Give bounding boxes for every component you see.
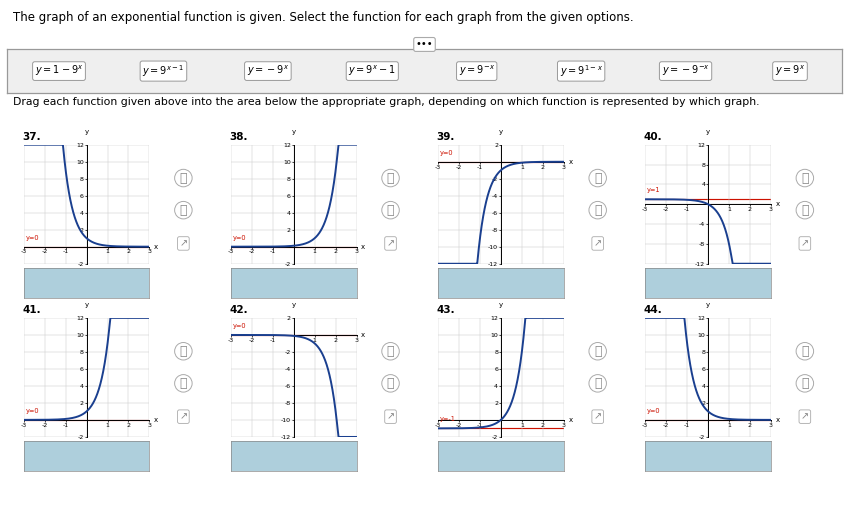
Text: ⌕: ⌕ bbox=[180, 172, 187, 185]
Text: ⌕: ⌕ bbox=[387, 172, 394, 185]
Text: 39.: 39. bbox=[436, 132, 455, 142]
Text: $y=-9^{-x}$: $y=-9^{-x}$ bbox=[661, 64, 710, 78]
Text: y: y bbox=[85, 302, 88, 309]
Text: x: x bbox=[154, 244, 158, 250]
Text: ⌕: ⌕ bbox=[594, 204, 601, 217]
Text: x: x bbox=[361, 332, 365, 338]
Text: ↗: ↗ bbox=[386, 412, 395, 422]
Text: 37.: 37. bbox=[22, 132, 41, 142]
Text: •••: ••• bbox=[416, 39, 433, 50]
Text: ⌕: ⌕ bbox=[594, 172, 601, 185]
Text: ⌕: ⌕ bbox=[801, 345, 808, 358]
Text: $y=1-9^x$: $y=1-9^x$ bbox=[35, 64, 83, 78]
Text: ↗: ↗ bbox=[593, 238, 602, 249]
Text: ⌕: ⌕ bbox=[387, 204, 394, 217]
Text: $y=9^x$: $y=9^x$ bbox=[775, 64, 805, 78]
Text: ↗: ↗ bbox=[593, 412, 602, 422]
Text: y=-1: y=-1 bbox=[440, 416, 456, 422]
Text: ⌕: ⌕ bbox=[387, 345, 394, 358]
Text: 43.: 43. bbox=[436, 305, 455, 315]
Text: x: x bbox=[775, 201, 779, 207]
Text: ↗: ↗ bbox=[179, 238, 188, 249]
Text: y: y bbox=[706, 302, 710, 309]
Text: $y=9^{1-x}$: $y=9^{1-x}$ bbox=[559, 63, 603, 79]
Text: y: y bbox=[292, 302, 295, 309]
Text: y=0: y=0 bbox=[25, 235, 39, 241]
Text: 42.: 42. bbox=[229, 305, 248, 315]
Text: ↗: ↗ bbox=[801, 412, 809, 422]
Text: ⌕: ⌕ bbox=[594, 377, 601, 390]
Text: ⌕: ⌕ bbox=[180, 204, 187, 217]
Text: $y=9^x-1$: $y=9^x-1$ bbox=[348, 64, 396, 78]
Text: x: x bbox=[568, 417, 572, 423]
Text: 44.: 44. bbox=[644, 305, 662, 315]
Text: 38.: 38. bbox=[229, 132, 248, 142]
Text: y=0: y=0 bbox=[233, 323, 246, 329]
Text: ⌕: ⌕ bbox=[801, 204, 808, 217]
Text: y: y bbox=[499, 129, 503, 135]
Text: y=0: y=0 bbox=[440, 150, 453, 156]
Text: ⌕: ⌕ bbox=[387, 377, 394, 390]
Text: ⌕: ⌕ bbox=[180, 377, 187, 390]
Text: The graph of an exponential function is given. Select the function for each grap: The graph of an exponential function is … bbox=[13, 11, 633, 24]
Text: y: y bbox=[85, 129, 88, 135]
Text: $y=9^{x-1}$: $y=9^{x-1}$ bbox=[143, 63, 184, 79]
Text: y: y bbox=[499, 302, 503, 309]
Text: Drag each function given above into the area below the appropriate graph, depend: Drag each function given above into the … bbox=[13, 97, 759, 107]
Text: ↗: ↗ bbox=[801, 238, 809, 249]
Text: ⌕: ⌕ bbox=[594, 345, 601, 358]
Text: y=0: y=0 bbox=[25, 408, 39, 414]
Text: 40.: 40. bbox=[644, 132, 662, 142]
Text: x: x bbox=[361, 244, 365, 250]
Text: y: y bbox=[706, 129, 710, 135]
Text: y=0: y=0 bbox=[647, 408, 661, 414]
Text: 41.: 41. bbox=[22, 305, 41, 315]
Text: x: x bbox=[568, 159, 572, 165]
Text: $y=-9^x$: $y=-9^x$ bbox=[247, 64, 289, 78]
Text: ⌕: ⌕ bbox=[801, 172, 808, 185]
Text: ⌕: ⌕ bbox=[180, 345, 187, 358]
Text: y=1: y=1 bbox=[647, 187, 661, 193]
Text: ↗: ↗ bbox=[179, 412, 188, 422]
Text: ↗: ↗ bbox=[386, 238, 395, 249]
Text: $y=9^{-x}$: $y=9^{-x}$ bbox=[458, 64, 495, 78]
Text: x: x bbox=[154, 417, 158, 423]
Text: y: y bbox=[292, 129, 295, 135]
Text: y=0: y=0 bbox=[233, 235, 246, 241]
Text: ⌕: ⌕ bbox=[801, 377, 808, 390]
Text: x: x bbox=[775, 417, 779, 423]
